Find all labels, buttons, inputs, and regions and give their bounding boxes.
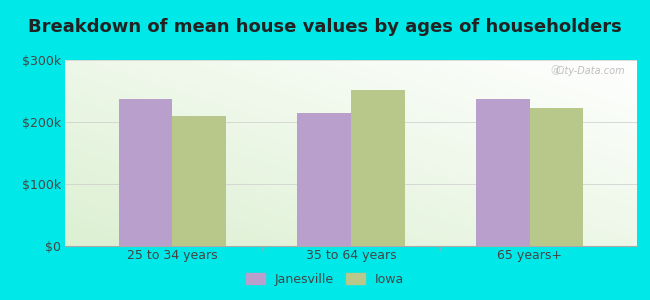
Bar	[298, 113, 351, 246]
Text: City-Data.com: City-Data.com	[556, 66, 625, 76]
Bar	[530, 108, 584, 246]
Bar	[118, 99, 172, 246]
Text: Breakdown of mean house values by ages of householders: Breakdown of mean house values by ages o…	[28, 18, 622, 36]
Bar	[172, 116, 226, 246]
Text: @: @	[550, 66, 560, 76]
Bar	[476, 99, 530, 246]
Bar	[351, 90, 404, 246]
Legend: Janesville, Iowa: Janesville, Iowa	[240, 268, 410, 291]
